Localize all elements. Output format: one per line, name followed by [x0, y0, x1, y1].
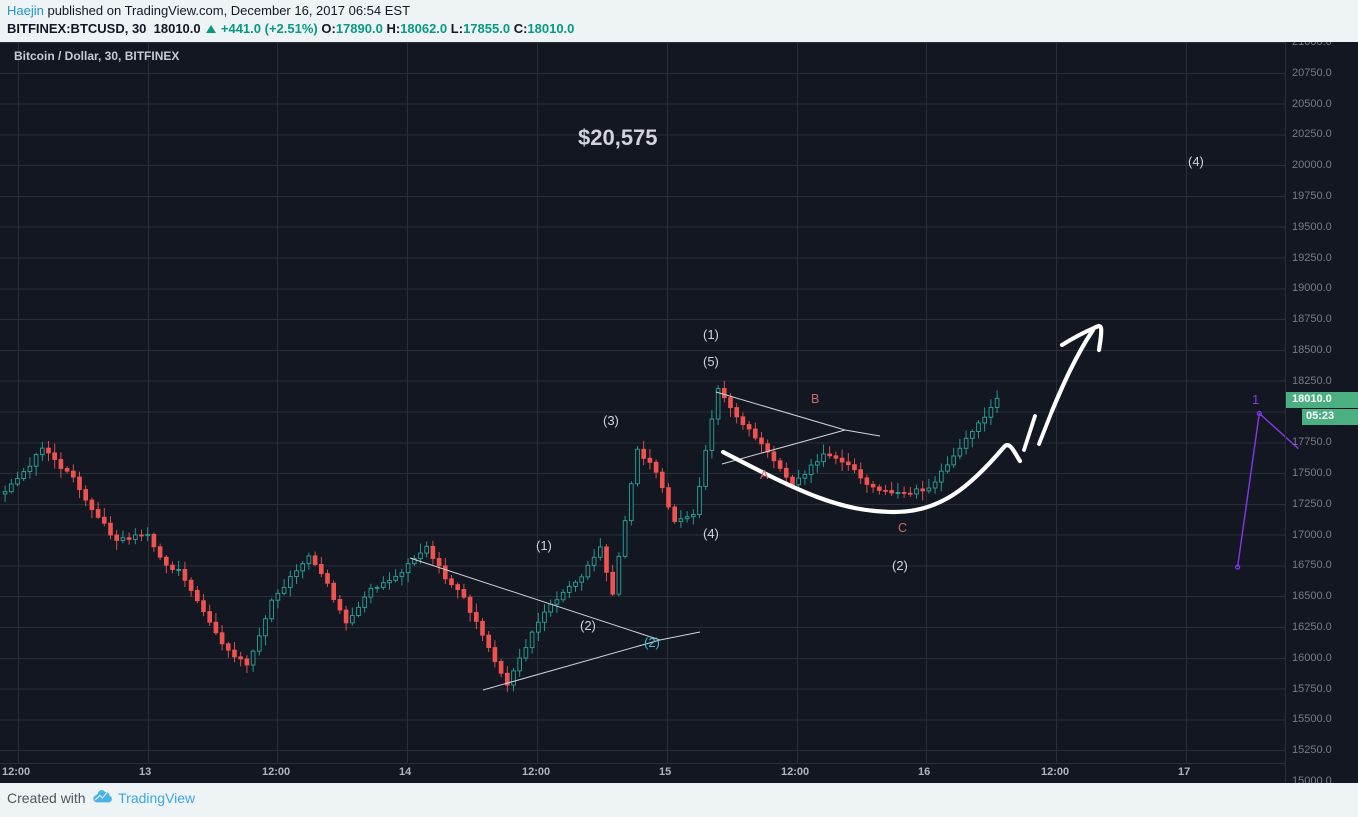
svg-text:(4): (4) — [1188, 154, 1204, 169]
svg-text:B: B — [811, 392, 819, 406]
svg-text:(3): (3) — [603, 413, 619, 428]
svg-text:(1): (1) — [703, 327, 719, 342]
svg-text:(5): (5) — [703, 354, 719, 369]
svg-text:A: A — [760, 468, 769, 482]
svg-text:(2): (2) — [892, 558, 908, 573]
svg-text:(4): (4) — [703, 526, 719, 541]
svg-text:C: C — [898, 521, 907, 535]
svg-text:1: 1 — [1252, 392, 1259, 407]
svg-text:(1): (1) — [536, 538, 552, 553]
svg-text:(2): (2) — [644, 635, 660, 650]
svg-text:(2): (2) — [580, 618, 596, 633]
svg-text:$20,575: $20,575 — [578, 125, 658, 150]
